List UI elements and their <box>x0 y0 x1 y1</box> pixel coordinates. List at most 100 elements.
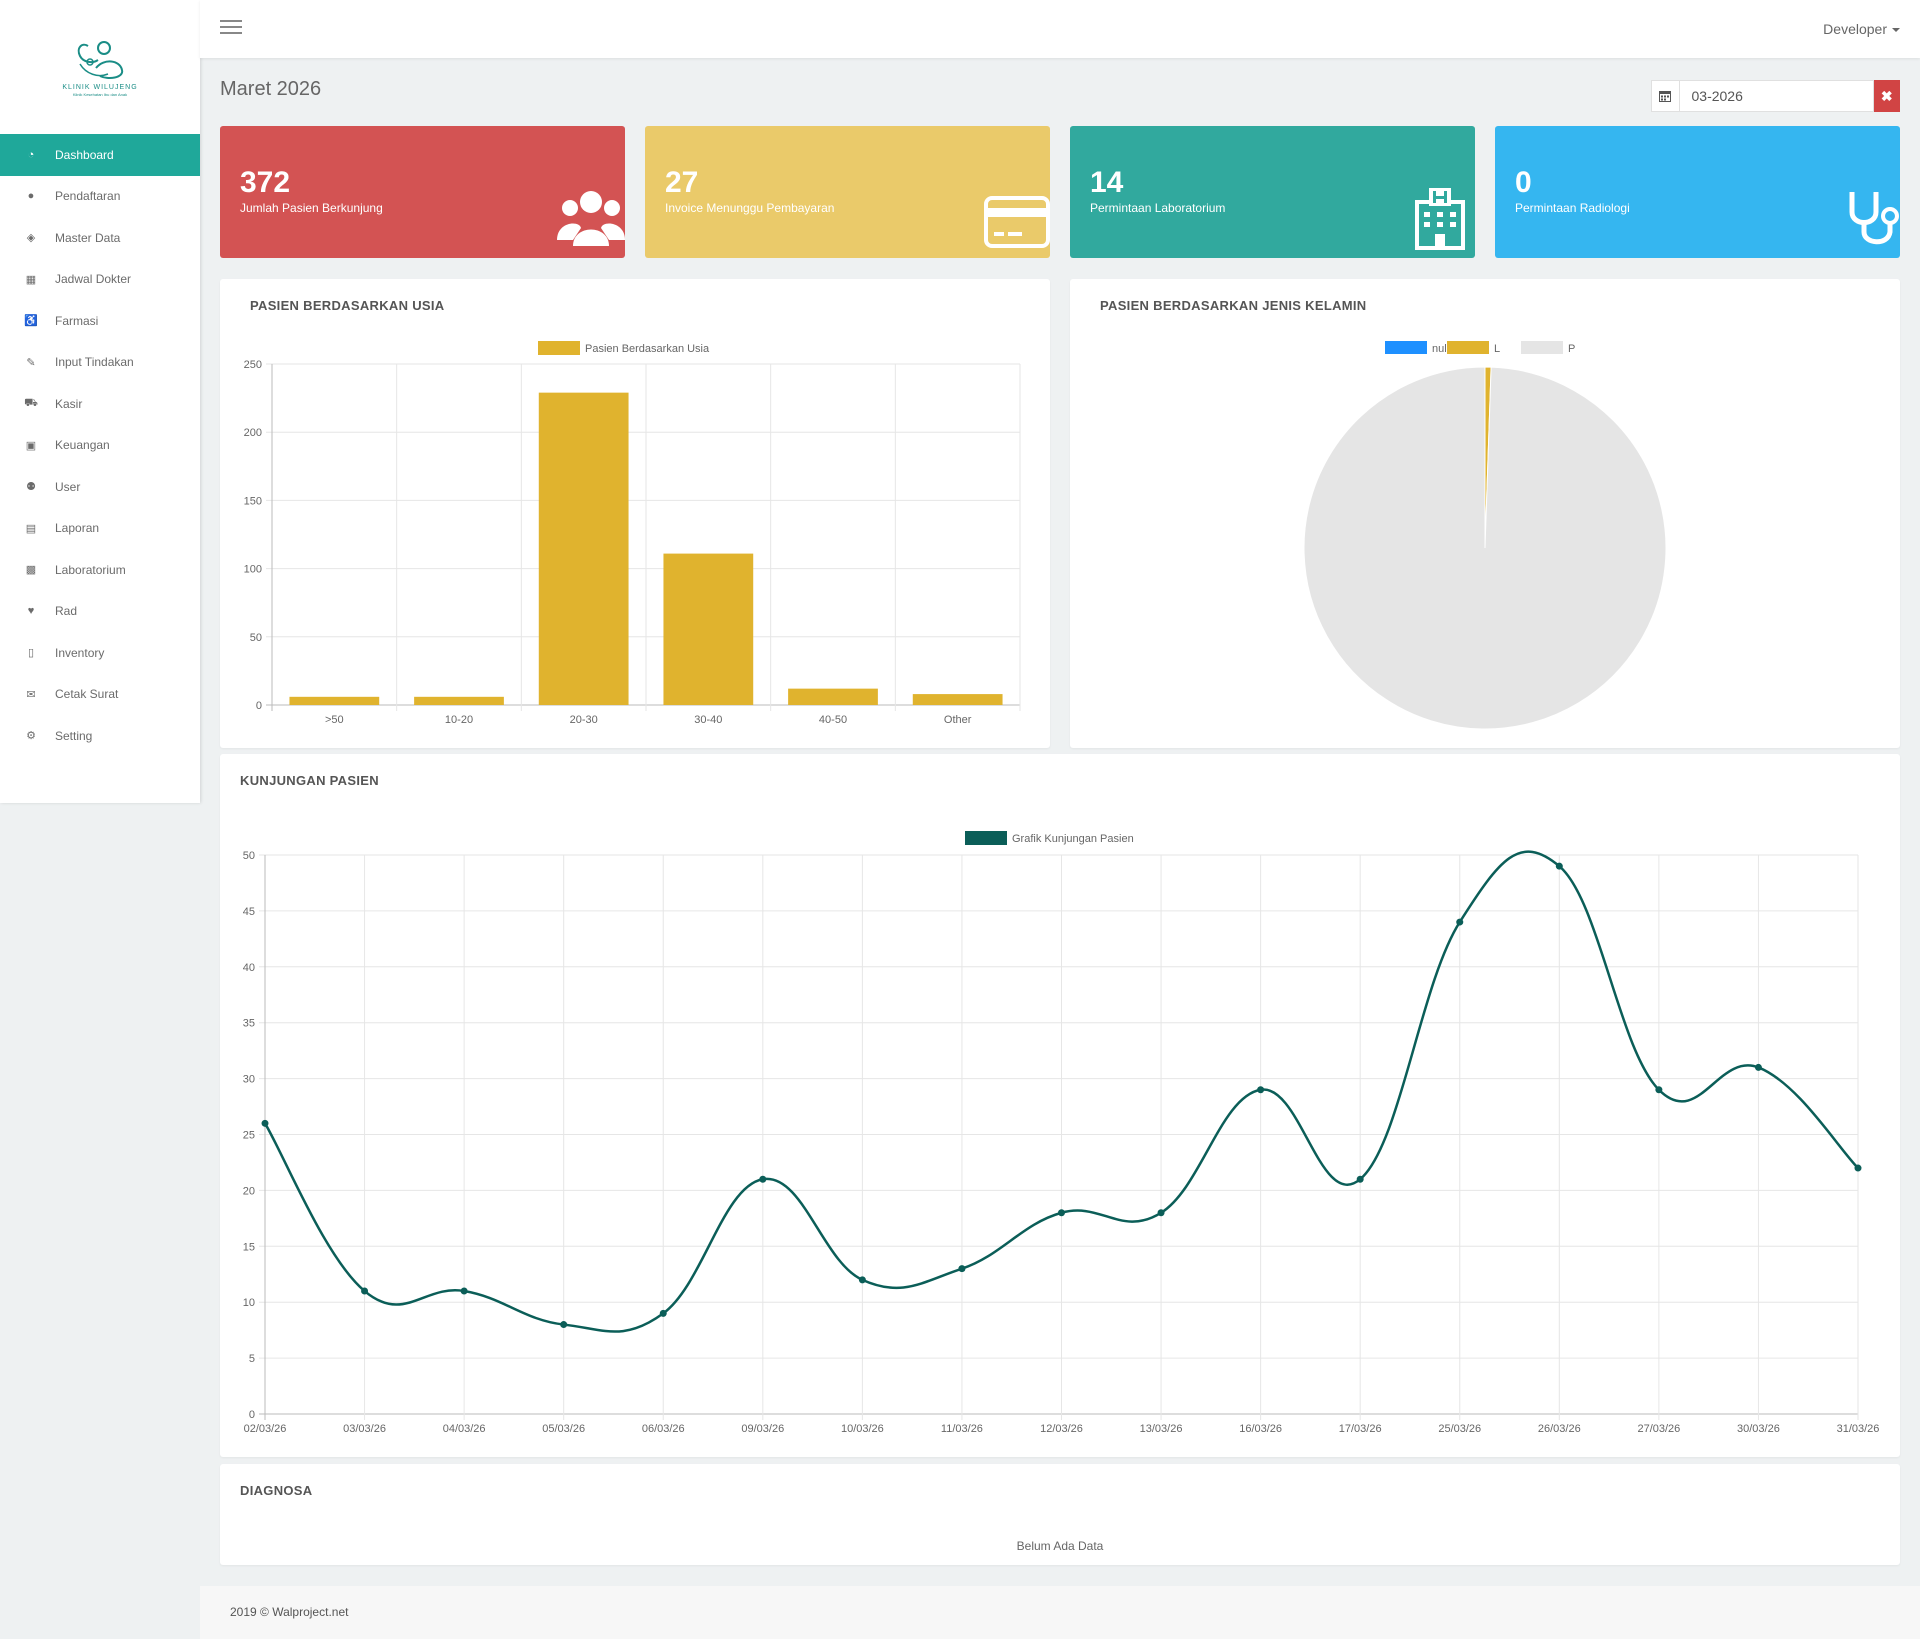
sidebar-item-label: Kasir <box>55 396 83 411</box>
legend-swatch[interactable] <box>965 831 1007 845</box>
sidebar-item-input-tindakan[interactable]: ✎ Input Tindakan <box>0 342 200 384</box>
data-point[interactable] <box>1555 862 1563 870</box>
sidebar-item-rad[interactable]: ♥ Rad <box>0 591 200 633</box>
sidebar: KLINIK WILUJENG Klinik Kesehatan Ibu dan… <box>0 0 200 803</box>
gender-chart-card: PASIEN BERDASARKAN JENIS KELAMIN null L P <box>1070 279 1900 748</box>
logo-mark-icon <box>77 40 124 79</box>
legend-swatch[interactable] <box>1385 341 1427 354</box>
sidebar-item-label: Inventory <box>55 645 105 660</box>
stat-value: 0 <box>1515 166 1532 199</box>
file-icon: ▯ <box>27 647 35 660</box>
sidebar-item-jadwal-dokter[interactable]: ▦ Jadwal Dokter <box>0 259 200 301</box>
x-tick-label: 17/03/26 <box>1339 1423 1382 1435</box>
data-point[interactable] <box>1157 1209 1165 1217</box>
x-tick-label: 02/03/26 <box>244 1423 287 1435</box>
hospital-icon <box>1415 188 1465 250</box>
book-icon: ▤ <box>25 522 37 535</box>
sidebar-item-label: Farmasi <box>55 313 99 328</box>
data-point[interactable] <box>261 1119 269 1127</box>
legend-swatch[interactable] <box>1447 341 1489 354</box>
sidebar-item-keuangan[interactable]: ▣ Keuangan <box>0 425 200 467</box>
sidebar-item-master-data[interactable]: ◈ Master Data <box>0 217 200 259</box>
data-point[interactable] <box>1058 1209 1065 1217</box>
user-dropdown[interactable]: Developer <box>1823 21 1900 37</box>
sidebar-item-label: Dashboard <box>55 147 114 162</box>
sidebar-item-label: Input Tindakan <box>55 355 134 370</box>
close-icon: ✖ <box>1880 87 1893 104</box>
bar[interactable] <box>538 392 629 705</box>
data-point[interactable] <box>1456 918 1464 926</box>
age-chart-card: PASIEN BERDASARKAN USIA 0 50 100 150 200 250 >… <box>220 279 1050 748</box>
data-point[interactable] <box>958 1265 966 1273</box>
month-input[interactable] <box>1679 80 1874 112</box>
x-tick-label: 31/03/26 <box>1837 1423 1880 1435</box>
clinic-logo[interactable]: KLINIK WILUJENG Klinik Kesehatan Ibu dan… <box>0 0 200 134</box>
money-icon: ▣ <box>25 439 37 452</box>
sidebar-item-dashboard[interactable]: ◔ Dashboard <box>0 134 200 176</box>
legend-label: P <box>1568 343 1575 355</box>
y-tick-label: 250 <box>244 359 262 371</box>
diagnosis-card: DIAGNOSA Belum Ada Data <box>220 1464 1900 1565</box>
sidebar-item-pendaftaran[interactable]: ● Pendaftaran <box>0 176 200 218</box>
bar[interactable] <box>414 696 504 705</box>
sidebar-item-farmasi[interactable]: ♿ Farmasi <box>0 300 200 342</box>
data-point[interactable] <box>1257 1086 1265 1094</box>
calendar-icon: ▦ <box>25 273 37 286</box>
card-title: PASIEN BERDASARKAN JENIS KELAMIN <box>1100 298 1367 313</box>
data-point[interactable] <box>560 1321 568 1329</box>
stat-card-invoices[interactable]: 27 Invoice Menunggu Pembayaran <box>645 126 1050 258</box>
bar[interactable] <box>663 553 754 705</box>
x-tick-label: 05/03/26 <box>542 1423 585 1435</box>
stat-card-radiology[interactable]: 0 Permintaan Radiologi <box>1495 126 1900 258</box>
data-point[interactable] <box>361 1287 369 1295</box>
x-tick-label: 04/03/26 <box>443 1423 486 1435</box>
x-tick-label: 03/03/26 <box>343 1423 386 1435</box>
data-point[interactable] <box>759 1175 767 1183</box>
x-tick-label: 11/03/26 <box>941 1423 983 1435</box>
month-picker: ✖ <box>1651 80 1900 112</box>
dashboard-icon: ◔ <box>27 148 35 161</box>
calendar-icon[interactable] <box>1651 80 1680 112</box>
clear-date-button[interactable]: ✖ <box>1873 80 1900 112</box>
y-tick-label: 25 <box>243 1130 255 1142</box>
data-point[interactable] <box>460 1287 468 1295</box>
sidebar-item-label: Jadwal Dokter <box>55 272 132 287</box>
x-tick-label: 10-20 <box>445 714 473 726</box>
data-point[interactable] <box>1754 1063 1762 1071</box>
sidebar-item-laporan[interactable]: ▤ Laporan <box>0 508 200 550</box>
sidebar-item-setting[interactable]: ⚙ Setting <box>0 715 200 757</box>
sidebar-item-user[interactable]: ⚉ User <box>0 466 200 508</box>
legend-label: Pasien Berdasarkan Usia <box>585 343 710 355</box>
legend-swatch[interactable] <box>1521 341 1563 354</box>
stat-card-patients[interactable]: 372 Jumlah Pasien Berkunjung <box>220 126 625 258</box>
sidebar-item-laboratorium[interactable]: ▩ Laboratorium <box>0 549 200 591</box>
data-point[interactable] <box>858 1276 866 1284</box>
user-icon: ● <box>27 190 35 203</box>
sidebar-item-kasir[interactable]: ⛟ Kasir <box>0 383 200 425</box>
stat-card-lab[interactable]: 14 Permintaan Laboratorium <box>1070 126 1475 258</box>
card-title: PASIEN BERDASARKAN USIA <box>250 298 445 313</box>
data-point[interactable] <box>659 1309 667 1317</box>
sidebar-item-cetak-surat[interactable]: ✉ Cetak Surat <box>0 674 200 716</box>
data-point[interactable] <box>1854 1164 1862 1172</box>
x-tick-label: 09/03/26 <box>741 1423 784 1435</box>
data-point[interactable] <box>1356 1175 1364 1183</box>
x-tick-label: 12/03/26 <box>1040 1423 1083 1435</box>
x-tick-label: 10/03/26 <box>841 1423 884 1435</box>
menu-toggle-icon[interactable] <box>220 20 242 36</box>
bar[interactable] <box>788 688 878 705</box>
y-tick-label: 5 <box>249 1353 255 1365</box>
y-tick-label: 10 <box>243 1297 255 1309</box>
sidebar-item-label: Laboratorium <box>55 562 126 577</box>
stat-label: Jumlah Pasien Berkunjung <box>240 201 383 215</box>
y-tick-label: 50 <box>250 632 262 644</box>
bar[interactable] <box>289 696 380 705</box>
data-point[interactable] <box>1655 1086 1663 1094</box>
y-tick-label: 50 <box>243 850 255 862</box>
legend-swatch[interactable] <box>538 341 580 355</box>
pie-slice[interactable] <box>1303 366 1667 730</box>
sidebar-item-inventory[interactable]: ▯ Inventory <box>0 632 200 674</box>
users-icon <box>557 191 625 246</box>
bar[interactable] <box>912 694 1003 705</box>
sidebar-item-label: Cetak Surat <box>55 687 119 702</box>
